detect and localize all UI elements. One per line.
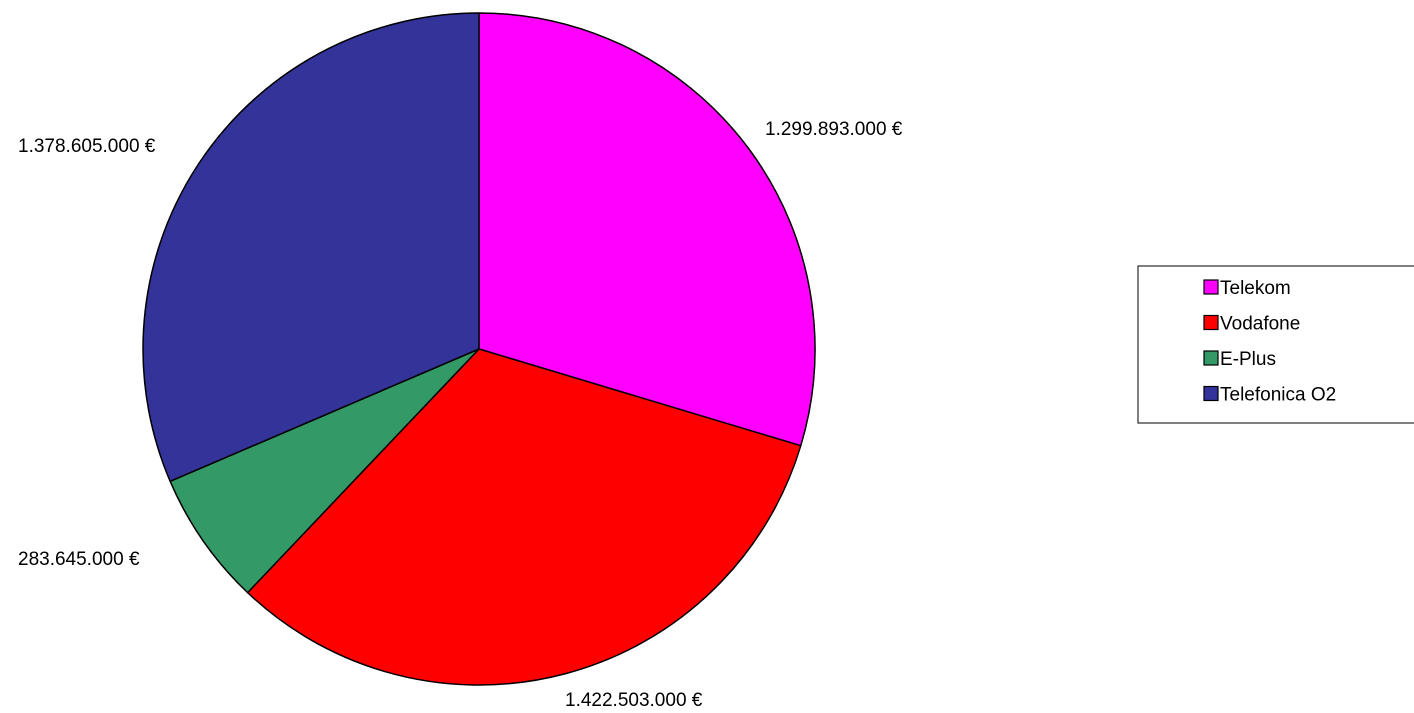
pie-slice-telekom	[478, 12, 816, 447]
legend: Telekom Vodafone E-Plus Telefonica O2	[1137, 265, 1414, 424]
legend-swatch-telefonica-o2	[1203, 385, 1219, 402]
legend-swatch-e-plus	[1203, 350, 1219, 366]
data-label-telefonica-o2: 1.378.605.000 €	[18, 136, 156, 157]
legend-label-telekom: Telekom	[1220, 278, 1291, 299]
legend-label-vodafone: Vodafone	[1220, 314, 1300, 335]
data-label-vodafone: 1.422.503.000 €	[565, 690, 703, 711]
pie-slice-telefonica-o2	[142, 12, 480, 483]
legend-label-telefonica-o2: Telefonica O2	[1220, 385, 1336, 406]
pie-slice-e-plus	[169, 348, 480, 594]
data-label-e-plus: 283.645.000 €	[18, 549, 140, 570]
legend-swatch-telekom	[1203, 279, 1219, 295]
data-label-telekom: 1.299.893.000 €	[765, 119, 903, 140]
legend-swatch-vodafone	[1203, 314, 1219, 331]
data-labels: 1.299.893.000 € 1.422.503.000 € 283.645.00…	[18, 119, 903, 711]
legend-frame	[1137, 265, 1414, 424]
pie-slices	[142, 12, 816, 686]
pie-slice-vodafone	[246, 348, 802, 686]
legend-label-e-plus: E-Plus	[1220, 349, 1276, 370]
